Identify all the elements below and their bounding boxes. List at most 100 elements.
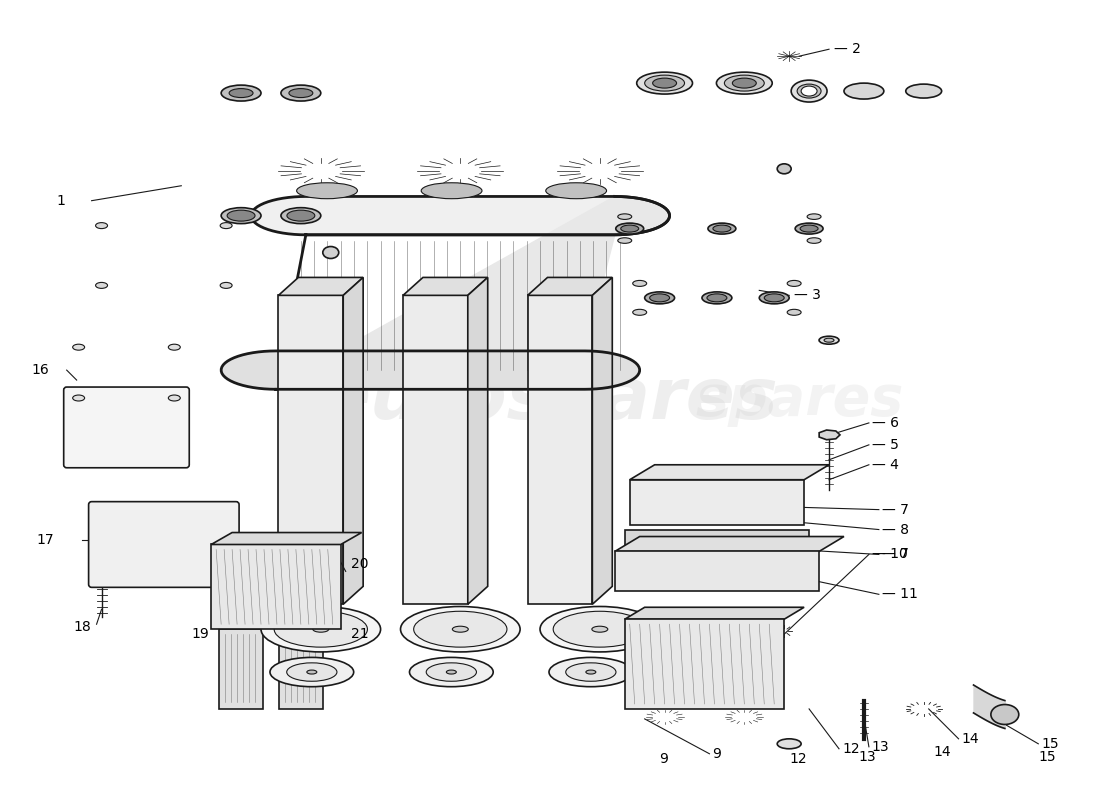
Ellipse shape [795, 223, 823, 234]
Text: — 3: — 3 [794, 288, 821, 302]
Text: 21: 21 [351, 627, 369, 641]
Ellipse shape [414, 611, 507, 647]
Ellipse shape [844, 83, 883, 99]
Polygon shape [278, 295, 343, 604]
Polygon shape [615, 551, 820, 591]
Polygon shape [219, 630, 263, 709]
Ellipse shape [707, 294, 727, 302]
Polygon shape [211, 545, 341, 630]
Text: 15: 15 [1038, 750, 1056, 764]
Ellipse shape [452, 626, 469, 632]
Text: 13: 13 [872, 740, 890, 754]
Ellipse shape [764, 294, 784, 302]
Ellipse shape [297, 182, 358, 198]
Ellipse shape [620, 225, 639, 232]
Polygon shape [468, 278, 487, 604]
Polygon shape [221, 197, 670, 389]
Ellipse shape [322, 246, 339, 258]
Text: — 10: — 10 [872, 547, 908, 562]
Ellipse shape [289, 89, 312, 98]
Ellipse shape [274, 611, 367, 647]
Ellipse shape [618, 238, 631, 243]
Polygon shape [625, 607, 804, 619]
Text: — 11: — 11 [882, 587, 917, 602]
Text: — 4: — 4 [872, 458, 899, 472]
Ellipse shape [421, 182, 482, 198]
Ellipse shape [708, 223, 736, 234]
Text: 17: 17 [36, 533, 54, 546]
Polygon shape [278, 278, 363, 295]
Ellipse shape [725, 75, 764, 91]
FancyBboxPatch shape [89, 502, 239, 587]
Text: — 7: — 7 [882, 502, 909, 517]
Ellipse shape [991, 705, 1019, 725]
Polygon shape [403, 278, 487, 295]
Text: 9: 9 [660, 752, 669, 766]
Ellipse shape [287, 663, 337, 682]
Text: eurospares: eurospares [321, 366, 779, 434]
Ellipse shape [261, 606, 381, 652]
Ellipse shape [168, 395, 180, 401]
Ellipse shape [592, 626, 608, 632]
Text: — 5: — 5 [872, 438, 899, 452]
Polygon shape [343, 278, 363, 604]
Ellipse shape [820, 336, 839, 344]
Ellipse shape [307, 670, 317, 674]
Ellipse shape [716, 72, 772, 94]
Text: — 7: — 7 [882, 547, 909, 562]
Ellipse shape [713, 225, 730, 232]
Ellipse shape [800, 225, 818, 232]
Ellipse shape [409, 658, 493, 686]
Text: — 2: — 2 [834, 42, 861, 56]
Ellipse shape [801, 86, 817, 96]
Ellipse shape [632, 281, 647, 286]
Polygon shape [629, 465, 829, 480]
Text: 12: 12 [789, 752, 806, 766]
Text: 20: 20 [351, 558, 369, 571]
Ellipse shape [426, 663, 476, 682]
Polygon shape [528, 295, 593, 604]
Text: 14: 14 [934, 745, 952, 758]
Polygon shape [528, 278, 613, 295]
Ellipse shape [807, 214, 821, 219]
Ellipse shape [96, 222, 108, 229]
Ellipse shape [221, 208, 261, 224]
Text: 13: 13 [859, 750, 877, 764]
Polygon shape [625, 530, 810, 550]
Ellipse shape [227, 210, 255, 221]
Ellipse shape [73, 395, 85, 401]
Ellipse shape [220, 222, 232, 229]
Ellipse shape [168, 344, 180, 350]
Polygon shape [629, 480, 804, 525]
Ellipse shape [270, 658, 354, 686]
Polygon shape [279, 630, 322, 709]
Text: 16: 16 [32, 363, 50, 377]
Ellipse shape [650, 294, 670, 302]
Ellipse shape [553, 611, 647, 647]
Polygon shape [221, 351, 639, 390]
Polygon shape [211, 533, 362, 545]
Ellipse shape [702, 292, 732, 304]
Ellipse shape [312, 626, 329, 632]
Ellipse shape [586, 670, 596, 674]
Polygon shape [593, 278, 613, 604]
Ellipse shape [549, 658, 632, 686]
Ellipse shape [220, 282, 232, 288]
Ellipse shape [632, 310, 647, 315]
Ellipse shape [905, 84, 942, 98]
Ellipse shape [824, 338, 834, 342]
Ellipse shape [447, 670, 456, 674]
Ellipse shape [733, 78, 757, 88]
Text: 14: 14 [961, 732, 979, 746]
Ellipse shape [788, 281, 801, 286]
Ellipse shape [565, 663, 616, 682]
Ellipse shape [618, 214, 631, 219]
Ellipse shape [645, 75, 684, 91]
Ellipse shape [645, 292, 674, 304]
Polygon shape [403, 295, 467, 604]
Text: — 6: — 6 [872, 416, 899, 430]
Text: spares: spares [695, 373, 903, 427]
Polygon shape [615, 537, 844, 551]
Text: 1: 1 [57, 194, 66, 208]
Text: 9: 9 [713, 746, 722, 761]
